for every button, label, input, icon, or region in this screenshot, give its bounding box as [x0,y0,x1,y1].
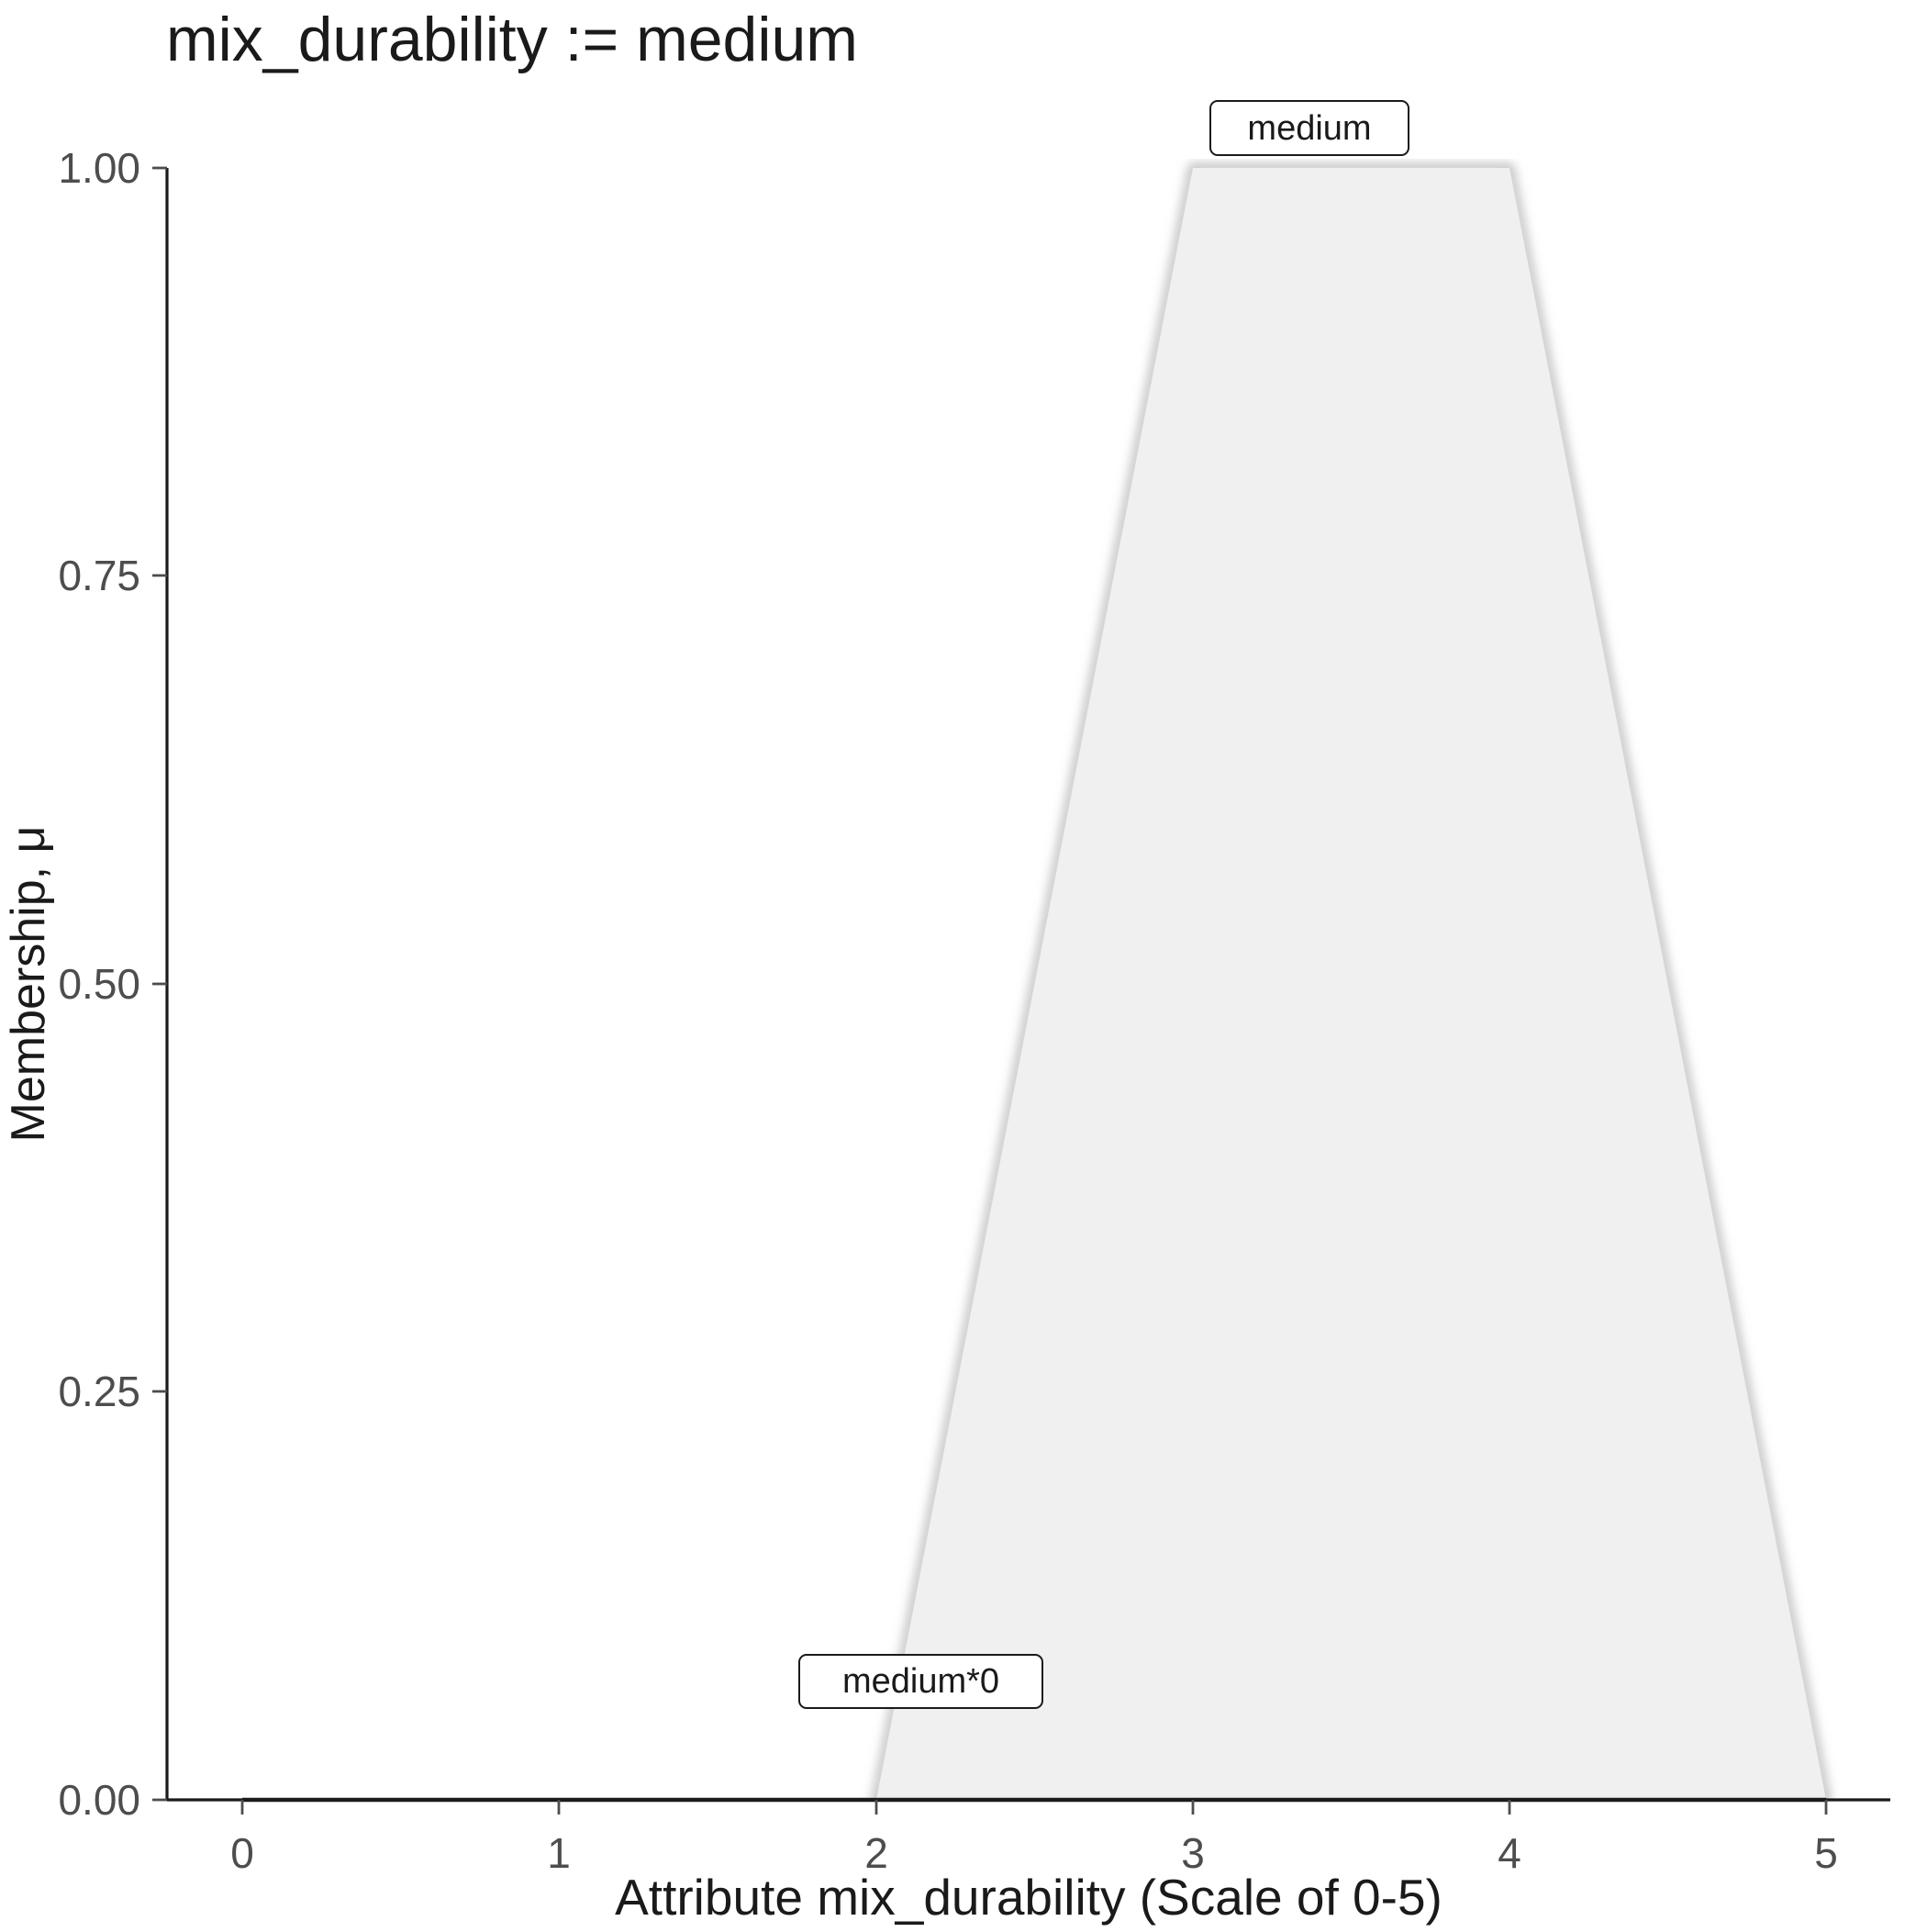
svg-text:1.00: 1.00 [58,144,140,192]
svg-text:0.75: 0.75 [58,552,140,599]
svg-text:mix_durability := medium: mix_durability := medium [166,5,858,74]
svg-text:Attribute mix_durability (Scal: Attribute mix_durability (Scale of 0-5) [615,1869,1442,1926]
svg-text:0.50: 0.50 [58,960,140,1008]
svg-text:5: 5 [1814,1829,1838,1877]
svg-text:Membership, μ: Membership, μ [2,826,55,1143]
svg-text:0.00: 0.00 [58,1776,140,1824]
svg-text:4: 4 [1498,1829,1521,1877]
svg-text:0: 0 [230,1829,254,1877]
svg-text:1: 1 [547,1829,571,1877]
svg-text:0.25: 0.25 [58,1368,140,1415]
